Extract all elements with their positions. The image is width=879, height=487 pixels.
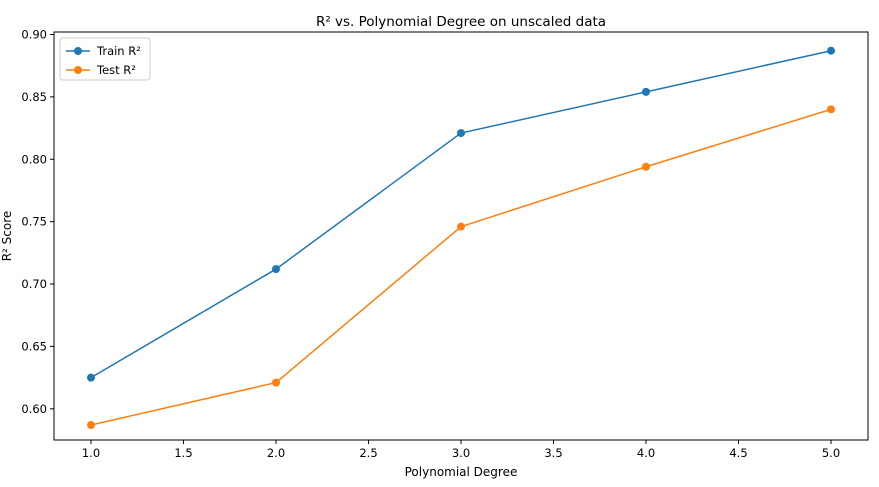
legend-item: Train R² [66,44,141,58]
y-tick-label: 0.70 [21,277,47,291]
y-axis-ticks: 0.60 0.65 0.70 0.75 0.80 0.85 0.90 [21,27,54,416]
plot-area [53,31,869,441]
legend-item: Test R² [66,63,136,77]
data-point [642,87,650,96]
x-tick-label: 3.5 [544,446,562,460]
x-axis-ticks: 1.0 1.5 2.0 2.5 3.0 3.5 4.0 4.5 5.0 [82,440,840,460]
x-tick-label: 4.5 [729,446,747,460]
y-tick-label: 0.85 [21,90,47,104]
x-tick-label: 2.5 [359,446,377,460]
x-tick-label: 3.0 [452,446,470,460]
plot-frame [53,31,869,441]
legend: Train R² Test R² [59,37,151,81]
data-point [87,373,95,382]
y-tick-label: 0.90 [21,27,47,41]
series-layer [87,46,835,430]
y-tick-label: 0.65 [21,339,47,353]
data-point [87,421,95,430]
chart-title: R² vs. Polynomial Degree on unscaled dat… [316,14,606,30]
legend-marker [74,66,82,74]
y-tick-label: 0.80 [21,152,47,166]
legend-label: Test R² [96,63,136,77]
x-tick-label: 5.0 [822,446,840,460]
x-axis-title: Polynomial Degree [405,465,518,479]
series-line [90,108,832,426]
data-point [272,378,280,387]
data-point [827,105,835,114]
x-tick-label: 4.0 [637,446,655,460]
data-point [827,46,835,55]
data-point [272,265,280,274]
y-tick-label: 0.75 [21,215,47,229]
data-point [642,162,650,171]
legend-marker [74,47,82,55]
series-train [87,46,835,382]
x-tick-label: 1.0 [82,446,100,460]
series-test [87,105,835,430]
x-tick-label: 2.0 [267,446,285,460]
legend-label: Train R² [96,44,141,58]
y-axis-title: R² Score [0,211,14,262]
y-tick-label: 0.60 [21,402,47,416]
series-line [90,49,832,379]
x-tick-label: 1.5 [174,446,192,460]
data-point [457,222,465,231]
data-point [457,129,465,138]
